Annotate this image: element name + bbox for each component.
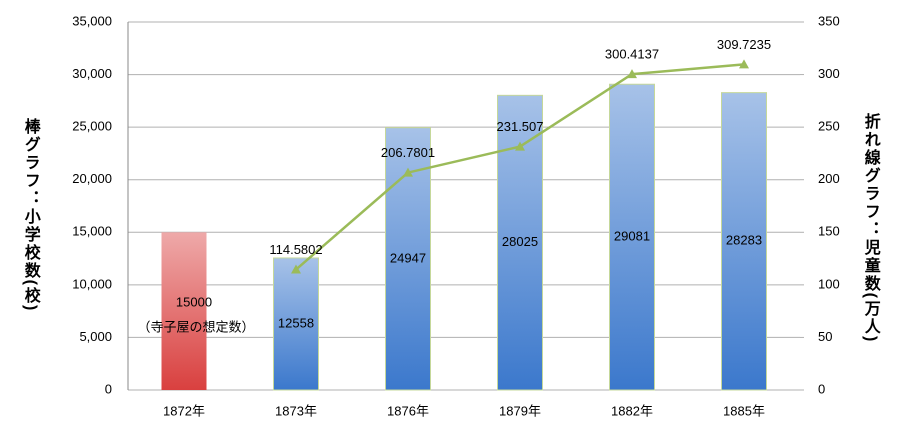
- bar: [721, 92, 767, 391]
- y-tick-label: 25,000: [72, 119, 112, 134]
- data-label: 206.7801: [381, 145, 435, 160]
- y-tick-label: 35,000: [72, 13, 112, 28]
- x-tick-label: 1879年: [499, 403, 541, 418]
- data-label: 300.4137: [605, 47, 659, 62]
- x-tick-label: 1872年: [163, 403, 205, 418]
- line-marker: [403, 167, 413, 177]
- y-axis-title: 棒グラフ：小学校数(校): [22, 117, 41, 313]
- x-tick-label: 1873年: [275, 403, 317, 418]
- y-tick-label: 10,000: [72, 276, 112, 291]
- y2-tick-label: 250: [818, 119, 840, 134]
- data-label: 15000: [176, 295, 212, 310]
- y-tick-label: 5,000: [79, 329, 112, 344]
- data-label: 24947: [390, 250, 426, 265]
- bar: [161, 232, 207, 390]
- line-marker: [291, 264, 301, 274]
- y2-tick-label: 100: [818, 276, 840, 291]
- x-tick-label: 1882年: [611, 403, 653, 418]
- data-label: 28283: [726, 233, 762, 248]
- y-tick-label: 20,000: [72, 171, 112, 186]
- x-tick-label: 1876年: [387, 403, 429, 418]
- line-marker: [515, 141, 525, 151]
- x-tick-label: 1885年: [723, 403, 765, 418]
- annotation: （寺子屋の想定数）: [137, 320, 254, 335]
- y2-tick-label: 200: [818, 171, 840, 186]
- y2-tick-label: 0: [818, 381, 825, 396]
- y2-axis-title: 折れ線グラフ：児童数(万人): [862, 112, 882, 344]
- y-tick-label: 0: [105, 381, 112, 396]
- y2-tick-label: 50: [818, 329, 832, 344]
- data-label: 114.5802: [269, 242, 322, 257]
- bar: [609, 83, 655, 391]
- line-marker: [627, 69, 637, 79]
- data-label: 309.7235: [717, 37, 771, 52]
- y2-tick-label: 300: [818, 66, 840, 81]
- data-label: 12558: [278, 315, 314, 330]
- line-marker: [739, 59, 749, 69]
- y-tick-label: 30,000: [72, 66, 112, 81]
- y2-tick-label: 150: [818, 224, 840, 239]
- data-label: 28025: [502, 234, 538, 249]
- data-label: 231.507: [497, 119, 544, 134]
- data-label: 29081: [614, 229, 650, 244]
- y2-tick-label: 350: [818, 13, 840, 28]
- y-tick-label: 15,000: [72, 224, 112, 239]
- bar: [273, 257, 319, 391]
